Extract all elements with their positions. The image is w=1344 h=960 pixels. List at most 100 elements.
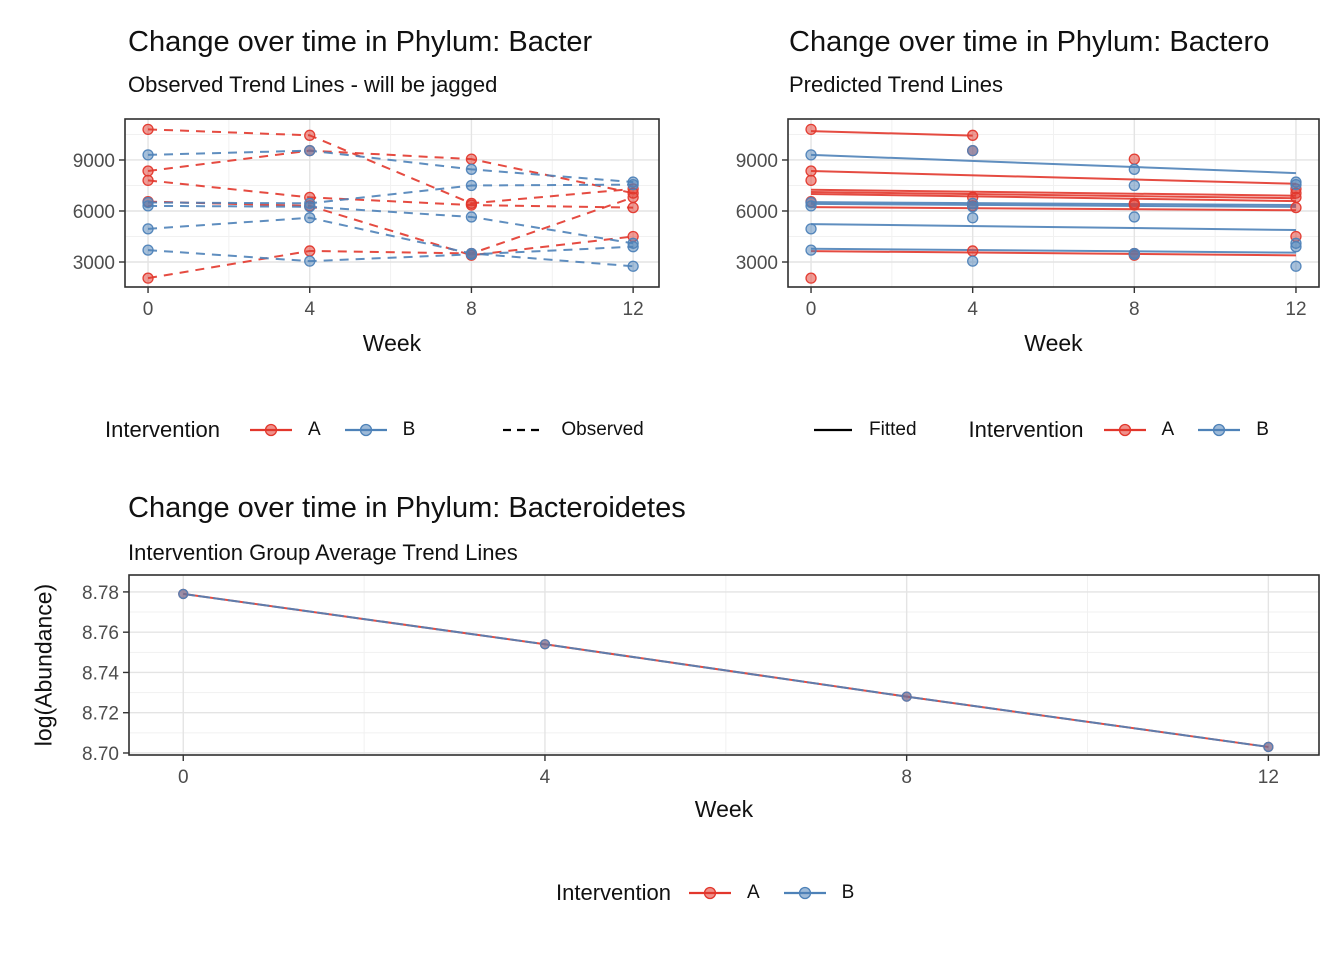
data-point <box>805 174 817 187</box>
data-point <box>627 201 639 214</box>
data-point <box>1128 211 1140 223</box>
data-point <box>967 144 979 157</box>
series-line <box>147 196 634 280</box>
panel-border <box>787 118 1320 288</box>
y-tick-label: 8.70 <box>82 744 119 765</box>
y-tick-label: 8.74 <box>82 663 119 684</box>
data-point <box>465 153 478 165</box>
data-point <box>1128 248 1140 261</box>
series-line <box>148 204 634 245</box>
data-point <box>539 639 551 650</box>
fit-line <box>811 190 1296 200</box>
data-point <box>304 212 316 224</box>
y-tick-label: 8.76 <box>82 623 119 644</box>
data-point <box>465 179 478 192</box>
data-point <box>304 129 316 141</box>
legend-average-item-a: A <box>746 882 760 903</box>
data-point <box>465 211 478 223</box>
panel-border <box>124 118 660 288</box>
data-point <box>1128 153 1140 165</box>
panel-border <box>128 574 1320 756</box>
data-point <box>805 272 817 284</box>
x-tick-label: 0 <box>143 299 154 320</box>
x-tick-label: 12 <box>623 299 644 320</box>
legend-key-a-icon <box>688 886 731 900</box>
observed-xaxis-title: Week <box>362 330 422 356</box>
y-tick-label: 8.72 <box>82 704 119 725</box>
data-point <box>967 245 979 257</box>
fit-line <box>811 192 1296 203</box>
y-tick-label: 3000 <box>73 253 115 274</box>
legend-predicted-item-a: A <box>1161 419 1175 440</box>
data-point <box>142 244 154 256</box>
legend-predicted-item-b: B <box>1256 419 1269 440</box>
x-tick-label: 12 <box>1258 767 1279 788</box>
average-chart-title: Change over time in Phylum: Bacteroidete… <box>128 492 686 524</box>
data-point <box>304 144 316 157</box>
data-point <box>304 245 316 257</box>
legend-average-item-b: B <box>841 882 855 903</box>
data-point <box>178 588 189 600</box>
data-point <box>967 129 979 141</box>
series-line <box>183 592 1269 748</box>
x-tick-label: 0 <box>178 767 189 788</box>
fit-line <box>811 250 1296 257</box>
x-tick-label: 8 <box>901 767 912 788</box>
y-tick-label: 8.78 <box>82 583 119 604</box>
x-tick-label: 8 <box>1129 299 1140 320</box>
data-point <box>1290 260 1302 272</box>
data-point <box>304 201 316 213</box>
y-tick-label: 9000 <box>73 151 115 172</box>
legend-observed: Intervention A B Observed <box>105 412 672 448</box>
legend-observed-linetype-label: Observed <box>561 419 644 440</box>
observed-chart-title: Change over time in Phylum: Bacter <box>128 26 593 58</box>
predicted-xaxis-title: Week <box>1024 330 1083 356</box>
data-point <box>1290 178 1302 191</box>
legend-key-solid-line-icon <box>814 428 852 432</box>
series-line <box>148 128 634 205</box>
data-point <box>1128 199 1140 211</box>
predicted-chart-subtitle: Predicted Trend Lines <box>789 72 1004 97</box>
data-point <box>627 241 639 253</box>
x-tick-label: 12 <box>1285 299 1306 320</box>
data-point <box>142 200 154 212</box>
fit-line <box>811 206 1296 212</box>
y-tick-label: 9000 <box>736 151 778 172</box>
fit-line <box>811 202 1296 208</box>
data-point <box>805 244 817 256</box>
average-xaxis-title: Week <box>694 796 754 822</box>
data-point <box>967 201 979 213</box>
data-point <box>142 174 154 187</box>
legend-key-b-icon <box>1198 423 1241 437</box>
data-point <box>1290 201 1302 214</box>
fit-line <box>811 170 1296 185</box>
data-point <box>805 223 817 235</box>
fit-line <box>811 223 1296 232</box>
x-tick-label: 0 <box>806 299 817 320</box>
legend-predicted-linetype-label: Fitted <box>869 419 917 440</box>
data-point <box>142 149 154 161</box>
series-line <box>148 183 634 205</box>
observed-chart-subtitle: Observed Trend Lines - will be jagged <box>128 72 498 97</box>
data-point <box>1290 191 1302 204</box>
x-tick-label: 4 <box>967 299 978 320</box>
data-point <box>465 199 478 211</box>
data-point <box>805 149 817 161</box>
data-point <box>967 255 979 267</box>
data-point <box>1263 741 1274 753</box>
fit-line <box>811 247 1296 254</box>
data-point <box>627 178 639 191</box>
data-point <box>805 123 817 136</box>
legend-predicted-title: Intervention <box>968 417 1084 442</box>
data-point <box>465 163 478 175</box>
y-tick-label: 6000 <box>73 202 115 223</box>
data-point <box>805 165 817 177</box>
series-line <box>147 179 634 209</box>
average-chart-subtitle: Intervention Group Average Trend Lines <box>128 540 518 565</box>
legend-predicted: Fitted Intervention A B <box>812 412 1344 448</box>
legend-key-b-icon <box>344 423 387 437</box>
data-point <box>304 255 316 267</box>
legend-average: Intervention A B <box>556 875 916 911</box>
